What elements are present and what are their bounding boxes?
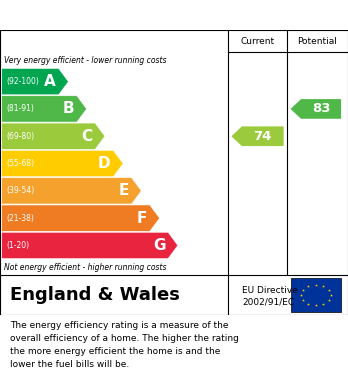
Polygon shape	[2, 232, 178, 258]
Polygon shape	[2, 96, 87, 122]
Polygon shape	[2, 151, 123, 177]
Text: England & Wales: England & Wales	[10, 286, 180, 304]
Text: 2002/91/EC: 2002/91/EC	[242, 298, 294, 307]
Text: D: D	[98, 156, 111, 171]
Text: C: C	[81, 129, 92, 144]
Text: F: F	[137, 211, 147, 226]
Polygon shape	[231, 126, 284, 146]
Text: Very energy efficient - lower running costs: Very energy efficient - lower running co…	[4, 56, 167, 65]
Text: (1-20): (1-20)	[6, 241, 29, 250]
Polygon shape	[2, 123, 105, 149]
Text: B: B	[62, 101, 74, 117]
Polygon shape	[2, 205, 159, 231]
Text: (55-68): (55-68)	[6, 159, 34, 168]
Text: The energy efficiency rating is a measure of the
overall efficiency of a home. T: The energy efficiency rating is a measur…	[10, 321, 239, 369]
Bar	[291, 278, 341, 312]
Polygon shape	[2, 68, 68, 95]
Text: A: A	[44, 74, 56, 89]
Text: (39-54): (39-54)	[6, 187, 34, 196]
Text: 74: 74	[254, 130, 272, 143]
Text: (81-91): (81-91)	[6, 104, 34, 113]
Text: Not energy efficient - higher running costs: Not energy efficient - higher running co…	[4, 262, 167, 271]
Text: (92-100): (92-100)	[6, 77, 39, 86]
Text: 83: 83	[312, 102, 330, 115]
Polygon shape	[2, 178, 141, 204]
Text: (21-38): (21-38)	[6, 213, 34, 222]
Text: E: E	[118, 183, 129, 198]
Text: G: G	[153, 238, 165, 253]
Polygon shape	[291, 99, 341, 119]
Text: Energy Efficiency Rating: Energy Efficiency Rating	[9, 7, 230, 23]
Text: Potential: Potential	[298, 36, 338, 45]
Text: Current: Current	[240, 36, 275, 45]
Text: EU Directive: EU Directive	[242, 286, 298, 295]
Text: (69-80): (69-80)	[6, 132, 34, 141]
